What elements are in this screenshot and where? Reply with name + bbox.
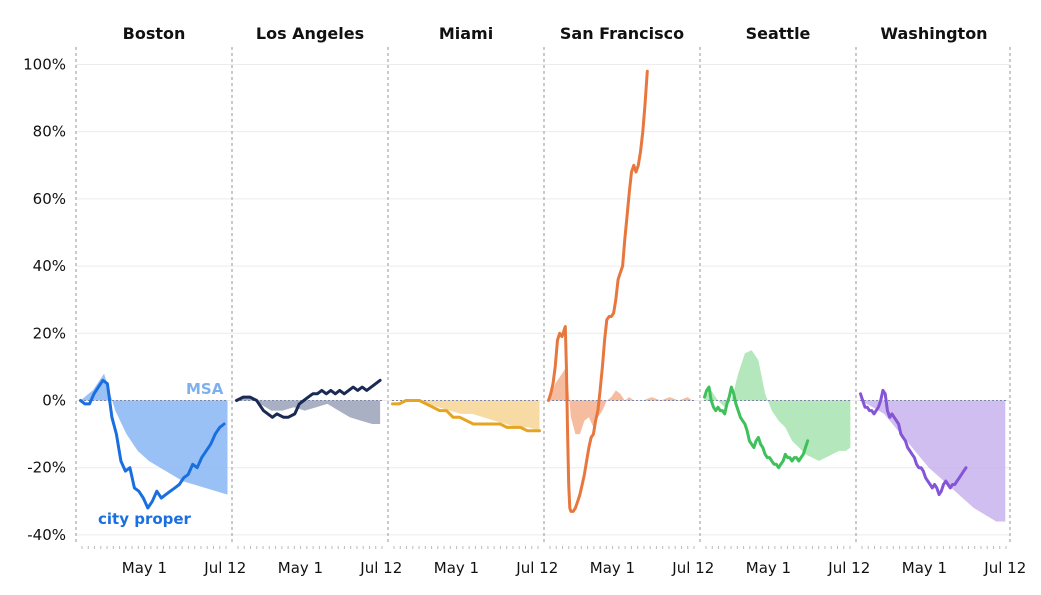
y-tick-label: 40% xyxy=(33,257,66,275)
msa-annotation: MSA xyxy=(186,380,224,398)
city-proper-line xyxy=(391,399,541,433)
msa-area xyxy=(392,400,540,431)
panel-los-angeles: Los Angeles May 1 Jul 12 xyxy=(235,24,402,577)
msa-area xyxy=(236,397,381,424)
city-proper-annotation: city proper xyxy=(98,510,192,528)
msa-area xyxy=(80,373,228,495)
panel-miami: Miami May 1 Jul 12 xyxy=(391,24,558,577)
city-proper-line xyxy=(859,388,968,497)
panel-seattle: Seattle May 1 Jul 12 xyxy=(703,24,870,577)
msa-area xyxy=(860,400,1006,522)
y-tick-label: 60% xyxy=(33,190,66,208)
panel-title: San Francisco xyxy=(560,24,684,43)
x-tick-label: May 1 xyxy=(746,559,791,577)
msa-area xyxy=(704,350,851,461)
y-tick-label: 100% xyxy=(23,55,66,73)
panel-san-francisco: San Francisco May 1 Jul 12 xyxy=(547,24,714,577)
panel-title: Los Angeles xyxy=(256,24,364,43)
y-axis-tick-labels: 100% 80% 60% 40% 20% 0% -20% -40% xyxy=(23,55,66,543)
city-proper-line xyxy=(703,385,810,470)
x-tick-label: May 1 xyxy=(434,559,479,577)
x-tick-label: Jul 12 xyxy=(515,559,558,577)
y-tick-label: 80% xyxy=(33,123,66,141)
x-tick-label: May 1 xyxy=(590,559,635,577)
city-proper-line xyxy=(79,378,226,510)
x-tick-label: May 1 xyxy=(902,559,947,577)
x-tick-label: Jul 12 xyxy=(359,559,402,577)
panel-title: Miami xyxy=(439,24,493,43)
city-proper-line xyxy=(547,69,649,513)
x-tick-label: Jul 12 xyxy=(203,559,246,577)
x-tick-label: May 1 xyxy=(278,559,323,577)
y-tick-label: -40% xyxy=(27,526,66,544)
panel-washington: Washington May 1 Jul 12 xyxy=(859,24,1026,577)
y-tick-label: 20% xyxy=(33,324,66,342)
x-tick-label: Jul 12 xyxy=(983,559,1026,577)
panel-title: Washington xyxy=(880,24,987,43)
y-tick-label: -20% xyxy=(27,459,66,477)
x-tick-label: Jul 12 xyxy=(671,559,714,577)
panel-separators xyxy=(75,47,1011,545)
x-tick-label: May 1 xyxy=(122,559,167,577)
panel-boston: Boston May 1 Jul 12 xyxy=(79,24,246,577)
y-tick-label: 0% xyxy=(42,391,66,409)
x-tick-label: Jul 12 xyxy=(827,559,870,577)
city-proper-line xyxy=(235,378,382,419)
panel-title: Boston xyxy=(123,24,186,43)
panel-title: Seattle xyxy=(746,24,811,43)
